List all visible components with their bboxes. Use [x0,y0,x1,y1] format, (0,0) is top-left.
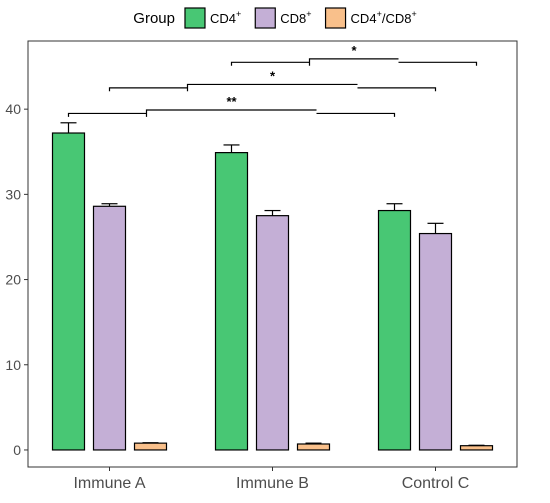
significance-bracket-left [67,112,147,117]
y-tick-label: 0 [13,442,21,458]
x-tick-label: Immune A [73,475,145,492]
significance-bracket-left [108,87,188,92]
x-tick-label: Immune B [236,475,309,492]
bar-cd8 [255,215,290,451]
legend-swatch [184,7,206,29]
bar-cd4-cd8 [459,445,494,451]
significance-bracket-top [145,109,317,117]
x-tick-label: Control C [402,475,470,492]
legend-swatch [324,7,347,29]
legend-label: CD8+ [280,9,311,26]
y-tick-label: 40 [5,101,21,117]
bar-cd4-cd8 [133,442,168,451]
significance-label: ** [226,94,237,109]
bar-cd4-cd8 [296,443,331,451]
bar-cd4 [377,209,412,451]
significance-label: * [351,43,357,58]
bar-cd8 [418,232,453,451]
bar-cd8 [92,205,127,451]
significance-brackets: **** [67,43,478,117]
y-tick-label: 10 [5,357,21,373]
significance-bracket-top [308,58,399,66]
significance-bracket-top [186,83,358,92]
legend-label: CD4+/CD8+ [351,9,417,26]
significance-bracket-right [398,61,478,66]
significance-bracket-right [357,87,437,92]
significance-bracket-left [230,61,310,66]
y-tick-label: 20 [5,272,21,288]
legend-label: CD4+ [210,9,241,26]
legend: Group CD4+ CD8+ CD4+/CD8+ [133,7,417,29]
y-tick-label: 30 [5,186,21,202]
bars [51,122,494,451]
legend-title: Group [133,10,175,27]
significance-label: * [270,68,276,83]
bar-cd4 [51,132,86,451]
axes: 0 10 20 30 40 Immune A Immune B Control C [5,101,469,492]
bar-cd4 [214,152,249,451]
significance-bracket-right [316,112,396,117]
legend-swatch [254,7,276,29]
